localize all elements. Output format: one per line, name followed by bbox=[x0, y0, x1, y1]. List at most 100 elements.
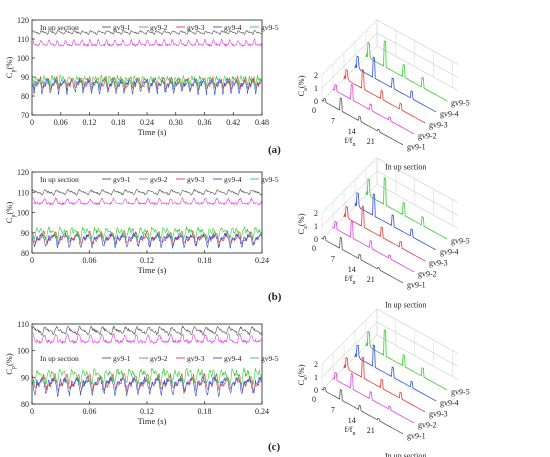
y-tick-label: 100 bbox=[17, 347, 29, 356]
y-axis-label: Cp(%) bbox=[4, 202, 17, 224]
y-tick-label: 80 bbox=[21, 249, 29, 258]
spectrum-series-gv9-2 bbox=[332, 220, 415, 273]
wall-grid-line bbox=[376, 308, 459, 354]
spectrum-series-gv9-1 bbox=[321, 97, 404, 146]
spectrum-series-gv9-2 bbox=[332, 83, 415, 135]
x-tick-label: 0.24 bbox=[140, 118, 154, 127]
y-tick-label: 90 bbox=[21, 73, 29, 82]
z-tick-label: 0 bbox=[314, 97, 318, 106]
spectrum-series-label-gv9-5: gv9-5 bbox=[451, 237, 470, 246]
wall-grid-line bbox=[376, 334, 459, 380]
spectrum-series-label-gv9-5: gv9-5 bbox=[451, 99, 470, 108]
x-tick-label: 0.48 bbox=[255, 118, 269, 127]
y-tick-label: 110 bbox=[17, 320, 29, 329]
x-tick-label: 14 bbox=[348, 127, 356, 136]
spectrum-series-gv9-5 bbox=[365, 177, 448, 240]
x-tick-label: 0 bbox=[312, 395, 316, 404]
spectrum-series-label-gv9-4: gv9-4 bbox=[440, 399, 459, 408]
legend-entry-gv9-1: gv9-1 bbox=[113, 175, 131, 184]
z-axis-label: Ca(%) bbox=[296, 75, 309, 96]
x-tick-label: 0.12 bbox=[83, 118, 97, 127]
time-series-gv9-5 bbox=[31, 367, 263, 387]
y-axis-label: Cp(%) bbox=[4, 57, 17, 79]
y-tick-label: 120 bbox=[17, 168, 29, 177]
spectrum-series-label-gv9-1: gv9-1 bbox=[407, 143, 426, 152]
x-tick-label: 0.12 bbox=[140, 407, 154, 416]
time-series-gv9-1 bbox=[31, 188, 263, 196]
time-series-gv9-4 bbox=[31, 375, 263, 397]
x-tick-label: 0.24 bbox=[255, 407, 269, 416]
wall-grid-line bbox=[321, 334, 378, 391]
time-series-gv9-5 bbox=[31, 226, 263, 241]
x-tick-label: 0.18 bbox=[198, 256, 212, 265]
spectrum-series-label-gv9-3: gv9-3 bbox=[429, 410, 448, 419]
spectrum-series-label-gv9-1: gv9-1 bbox=[407, 281, 426, 290]
x-tick-label: 7 bbox=[331, 116, 335, 125]
spectrum-series-label-gv9-1: gv9-1 bbox=[407, 432, 426, 441]
wall-grid-line bbox=[376, 183, 459, 229]
spectrum-x-axis-label: f/fn bbox=[344, 424, 355, 437]
x-axis-label: Time (s) bbox=[138, 416, 167, 426]
x-tick-label: 14 bbox=[348, 265, 356, 274]
x-tick-label: 0 bbox=[30, 407, 34, 416]
spectrum-series-gv9-4 bbox=[354, 55, 437, 113]
x-tick-label: 0.18 bbox=[111, 118, 125, 127]
time-plot-frame bbox=[31, 171, 263, 254]
legend-entry-gv9-2: gv9-2 bbox=[150, 354, 168, 363]
y-tick-label: 120 bbox=[17, 16, 29, 25]
legend-entry-gv9-5: gv9-5 bbox=[261, 23, 279, 32]
y-tick-label: 100 bbox=[17, 209, 29, 218]
spectrum-series-label-gv9-2: gv9-2 bbox=[418, 270, 437, 279]
legend-entry-gv9-4: gv9-4 bbox=[224, 175, 242, 184]
spectrum-series-gv9-4 bbox=[354, 344, 437, 402]
legend-title: In up section bbox=[40, 354, 79, 363]
spectrum-series-label-gv9-2: gv9-2 bbox=[418, 421, 437, 430]
z-tick-label: 0 bbox=[314, 235, 318, 244]
z-axis-label: Ca(%) bbox=[296, 364, 309, 385]
legend-entry-gv9-5: gv9-5 bbox=[261, 175, 279, 184]
z-tick-label: 1 bbox=[314, 373, 318, 382]
x-tick-label: 0.36 bbox=[198, 118, 212, 127]
z-tick-label: 1 bbox=[314, 222, 318, 231]
wall-grid-line bbox=[376, 321, 459, 367]
spectrum-series-gv9-1 bbox=[321, 235, 404, 284]
legend-entry-gv9-1: gv9-1 bbox=[113, 23, 131, 32]
time-series-gv9-2 bbox=[31, 196, 263, 206]
x-tick-label: 0.06 bbox=[83, 256, 97, 265]
z-tick-label: 2 bbox=[314, 360, 318, 369]
time-series-gv9-1 bbox=[31, 325, 263, 337]
x-tick-label: 0.12 bbox=[140, 256, 154, 265]
spectrum-series-gv9-5 bbox=[365, 329, 448, 391]
panel-label-a: (a) bbox=[268, 144, 281, 156]
time-plot-frame bbox=[31, 19, 263, 116]
wall-grid-line bbox=[376, 157, 459, 203]
x-axis-label: Time (s) bbox=[138, 127, 167, 137]
x-tick-label: 0.30 bbox=[169, 118, 183, 127]
legend-entry-gv9-5: gv9-5 bbox=[261, 354, 279, 363]
y-tick-label: 110 bbox=[17, 35, 29, 44]
x-tick-label: 14 bbox=[348, 416, 356, 425]
legend-title: In up section bbox=[40, 23, 79, 32]
depth-axis-label: In up section bbox=[385, 452, 426, 457]
time-series-gv9-3 bbox=[31, 229, 263, 246]
spectrum-x-axis-label: f/fn bbox=[344, 273, 355, 286]
legend-entry-gv9-3: gv9-3 bbox=[187, 354, 205, 363]
legend-entry-gv9-3: gv9-3 bbox=[187, 175, 205, 184]
spectrum-back-wall bbox=[321, 157, 459, 240]
wall-grid-line bbox=[376, 32, 459, 78]
panel-label-c: (c) bbox=[268, 441, 281, 453]
x-tick-label: 21 bbox=[367, 426, 375, 435]
wall-grid-line bbox=[376, 19, 459, 65]
panel-label-b: (b) bbox=[268, 291, 282, 303]
z-tick-label: 1 bbox=[314, 84, 318, 93]
wall-grid-line bbox=[321, 45, 378, 102]
time-series-gv9-4 bbox=[31, 78, 263, 96]
y-tick-label: 90 bbox=[21, 229, 29, 238]
z-axis-label: Ca(%) bbox=[296, 213, 309, 234]
x-tick-label: 0 bbox=[30, 118, 34, 127]
x-tick-label: 0.06 bbox=[83, 407, 97, 416]
legend-entry-gv9-2: gv9-2 bbox=[150, 175, 168, 184]
